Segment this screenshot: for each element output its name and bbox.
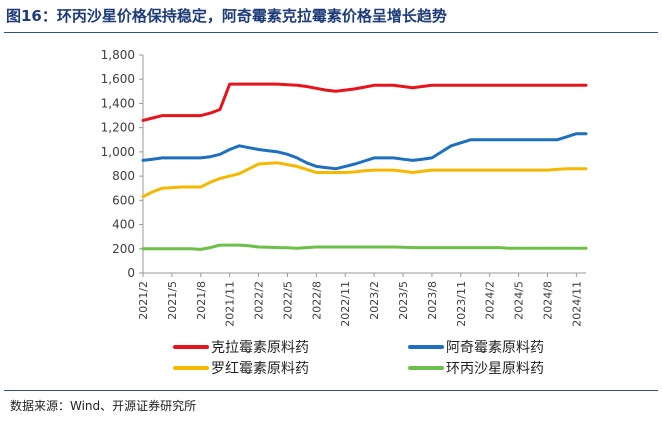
x-tick-label: 2021/2	[137, 281, 150, 320]
x-tick-label: 2024/2	[484, 281, 497, 320]
y-axis: 0 200 400 600 800 1,000 1,200 1,400 1,600 1,800	[101, 48, 144, 280]
y-tick-label: 400	[112, 218, 135, 232]
x-tick-label: 2021/5	[166, 281, 179, 320]
y-tick-label: 1,400	[101, 96, 135, 110]
x-tick-label: 2023/2	[368, 281, 381, 320]
y-tick-label: 600	[112, 193, 135, 207]
y-tick-label: 0	[127, 266, 135, 280]
figure-title: 图16：环丙沙星价格保持稳定，阿奇霉素克拉霉素价格呈增长趋势	[6, 7, 447, 25]
legend-item: 环丙沙星原料药	[408, 361, 544, 377]
series-lines	[141, 82, 588, 251]
x-tick-label: 2022/11	[339, 281, 352, 327]
y-tick-label: 200	[112, 242, 135, 256]
y-tick-label: 1,000	[101, 145, 135, 159]
source-divider	[4, 390, 658, 391]
series-line	[141, 161, 588, 199]
x-tick-label: 2021/11	[224, 281, 237, 327]
y-tick-label: 1,600	[101, 72, 135, 86]
series-line	[141, 243, 588, 251]
legend-item: 克拉霉素原料药	[173, 340, 309, 356]
title-divider	[4, 32, 658, 33]
y-tick-label: 800	[112, 169, 135, 183]
series-line	[141, 82, 588, 122]
x-tick-label: 2022/8	[310, 281, 323, 320]
x-tick-label: 2022/5	[281, 281, 294, 320]
x-tick-label: 2021/8	[195, 281, 208, 320]
series-line	[141, 132, 588, 171]
legend-item: 阿奇霉素原料药	[408, 339, 544, 356]
y-tick-label: 1,800	[101, 48, 135, 62]
x-tick-label: 2024/5	[513, 281, 526, 320]
x-tick-label: 2023/11	[455, 281, 468, 327]
x-tick-label: 2023/8	[426, 281, 439, 320]
x-tick-label: 2022/2	[253, 281, 266, 320]
x-tick-label: 2023/5	[397, 281, 410, 320]
x-tick-label: 2024/8	[541, 281, 554, 320]
y-tick-label: 1,200	[101, 121, 135, 135]
legend-label: 阿奇霉素原料药	[446, 339, 544, 356]
x-axis: 2021/2 2021/5 2021/8 2021/11 2022/2 2022/5 202…	[137, 272, 586, 327]
source-note: 数据来源：Wind、开源证券研究所	[10, 399, 197, 413]
legend-label: 环丙沙星原料药	[446, 361, 544, 377]
legend-label: 克拉霉素原料药	[211, 340, 309, 356]
x-tick-label: 2024/11	[570, 281, 583, 327]
legend-item: 罗红霉素原料药	[173, 361, 309, 377]
legend-label: 罗红霉素原料药	[211, 361, 309, 377]
